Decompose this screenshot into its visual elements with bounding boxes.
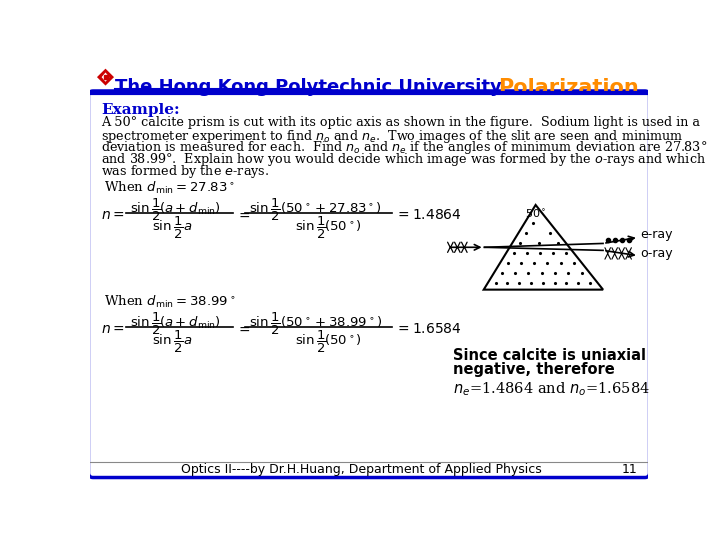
Text: spectrometer experiment to find $n_o$ and $n_e$.  Two images of the slit are see: spectrometer experiment to find $n_o$ an… — [101, 127, 683, 145]
Text: Since calcite is uniaxial: Since calcite is uniaxial — [453, 348, 646, 363]
Text: deviation is measured for each.  Find $n_o$ and $n_e$ if the angles of minimum d: deviation is measured for each. Find $n_… — [101, 139, 707, 157]
Polygon shape — [102, 72, 109, 82]
Text: Polarization: Polarization — [498, 78, 639, 98]
Text: 11: 11 — [621, 463, 637, 476]
Text: $=$: $=$ — [235, 208, 251, 222]
Text: and 38.99°.  Explain how you would decide which image was formed by the $o$-rays: and 38.99°. Explain how you would decide… — [101, 151, 706, 168]
Text: was formed by the $e$-rays.: was formed by the $e$-rays. — [101, 164, 269, 180]
Text: $n =$: $n =$ — [101, 322, 125, 336]
Text: $= 1.4864$: $= 1.4864$ — [395, 208, 462, 222]
Text: $=$: $=$ — [235, 322, 251, 336]
Text: Example:: Example: — [101, 103, 179, 117]
Polygon shape — [97, 69, 114, 85]
Text: $\sin\dfrac{1}{2}a$: $\sin\dfrac{1}{2}a$ — [152, 215, 192, 241]
Text: $\sin\dfrac{1}{2}\!\left(50^\circ\right)$: $\sin\dfrac{1}{2}\!\left(50^\circ\right)… — [295, 329, 362, 355]
Text: $\sin\dfrac{1}{2}\left(50^\circ+27.83^\circ\right)$: $\sin\dfrac{1}{2}\left(50^\circ+27.83^\c… — [249, 197, 382, 224]
Text: When $d_{\min} = 38.99^\circ$: When $d_{\min} = 38.99^\circ$ — [104, 294, 235, 310]
Text: When $d_{\min} = 27.83^\circ$: When $d_{\min} = 27.83^\circ$ — [104, 180, 235, 197]
Text: $\sin\dfrac{1}{2}\!\left(a+d_{\min}\right)$: $\sin\dfrac{1}{2}\!\left(a+d_{\min}\righ… — [130, 197, 221, 224]
Text: $= 1.6584$: $= 1.6584$ — [395, 322, 462, 336]
Text: $\sin\dfrac{1}{2}\!\left(a+d_{\min}\right)$: $\sin\dfrac{1}{2}\!\left(a+d_{\min}\righ… — [130, 311, 221, 338]
FancyBboxPatch shape — [90, 65, 648, 481]
Text: o-ray: o-ray — [640, 247, 673, 260]
Text: $\sin\dfrac{1}{2}a$: $\sin\dfrac{1}{2}a$ — [152, 329, 192, 355]
Text: $n =$: $n =$ — [101, 208, 125, 222]
Text: The Hong Kong Polytechnic University: The Hong Kong Polytechnic University — [114, 78, 502, 96]
Text: $n_e$=1.4864 and $n_o$=1.6584: $n_e$=1.4864 and $n_o$=1.6584 — [453, 381, 649, 398]
Text: negative, therefore: negative, therefore — [453, 362, 614, 377]
FancyBboxPatch shape — [89, 91, 649, 477]
Text: $50^\circ$: $50^\circ$ — [525, 208, 546, 220]
Text: $\sin\dfrac{1}{2}\left(50^\circ+38.99^\circ\right)$: $\sin\dfrac{1}{2}\left(50^\circ+38.99^\c… — [249, 311, 382, 338]
Polygon shape — [484, 205, 603, 289]
Text: $\sin\dfrac{1}{2}\!\left(50^\circ\right)$: $\sin\dfrac{1}{2}\!\left(50^\circ\right)… — [295, 215, 362, 241]
Text: A 50° calcite prism is cut with its optic axis as shown in the figure.  Sodium l: A 50° calcite prism is cut with its opti… — [101, 116, 700, 129]
Text: Optics II----by Dr.H.Huang, Department of Applied Physics: Optics II----by Dr.H.Huang, Department o… — [181, 463, 541, 476]
Text: e-ray: e-ray — [640, 228, 672, 241]
